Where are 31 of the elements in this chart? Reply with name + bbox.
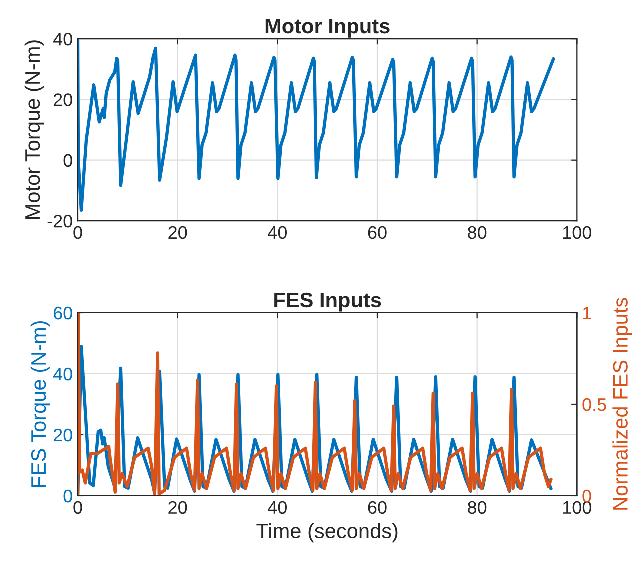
y2-tick-label: 1 [583,307,592,320]
y-tick-label: 40 [53,32,72,46]
x-tick-label: 100 [563,501,592,514]
x-axis-title: Time (seconds) [256,523,398,543]
y-tick-label: 40 [53,368,72,381]
y-tick-label: 0 [64,490,72,503]
x-tick-label: 40 [268,226,287,240]
x-tick-label: 100 [563,226,592,240]
x-tick-label: 20 [168,501,188,514]
line-series [78,313,553,496]
x-tick-label: 60 [368,501,387,514]
y2-axis-title: Normalized FES Inputs [612,298,632,510]
x-tick-label: 60 [368,226,387,240]
y-tick-label: 20 [54,428,72,442]
y-axis-title: FES Torque (N-m) [30,321,50,488]
y-axis-title: Motor Torque (N-m) [24,40,44,220]
x-tick-label: 40 [268,501,287,514]
y-tick-label: 0 [64,154,72,168]
x-tick-label: 20 [168,226,188,240]
y-tick-label: 60 [54,306,72,320]
chart-title: FES Inputs [274,292,382,312]
line-series [78,39,556,212]
y-tick-label: -20 [48,214,72,228]
x-tick-label: 80 [468,501,487,514]
y2-tick-label: 0 [582,490,592,503]
x-tick-label: 0 [74,226,82,240]
y-tick-label: 20 [54,94,72,106]
y2-tick-label: 0.5 [582,398,606,412]
x-tick-label: 80 [468,226,487,240]
chart-title: Motor Inputs [266,19,390,38]
x-tick-label: 0 [74,501,82,514]
